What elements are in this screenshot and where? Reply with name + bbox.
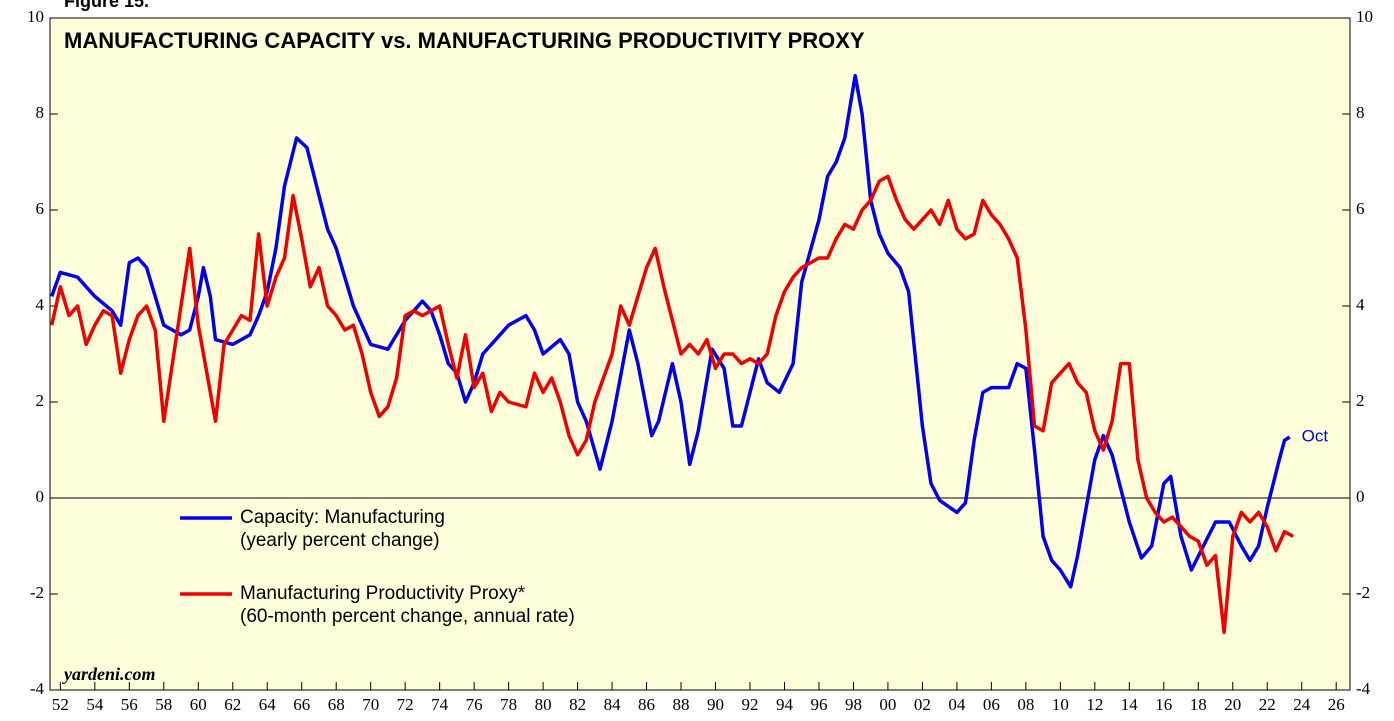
y-tick-label: -4 [30,679,45,698]
x-tick-label: 04 [948,695,966,714]
x-tick-label: 62 [224,695,241,714]
y-tick-label: 0 [36,487,45,506]
y-tick-label: 10 [27,7,44,26]
x-tick-label: 12 [1086,695,1103,714]
legend-description: (60-month percent change, annual rate) [240,606,575,627]
series-line [49,174,1294,635]
chart-title: MANUFACTURING CAPACITY vs. MANUFACTURING… [64,28,865,53]
x-tick-label: 60 [190,695,207,714]
y-tick-label: 8 [36,103,45,122]
x-tick-label: 18 [1190,695,1207,714]
x-tick-label: 08 [1017,695,1034,714]
x-tick-label: 78 [500,695,517,714]
x-tick-label: 20 [1224,695,1241,714]
x-tick-label: 70 [362,695,379,714]
x-tick-label: 80 [535,695,552,714]
y2-tick-label: 6 [1356,199,1365,218]
y-tick-label: -2 [30,583,44,602]
x-tick-label: 10 [1052,695,1069,714]
x-tick-label: 98 [845,695,862,714]
legend-label: Capacity: Manufacturing [240,507,445,528]
x-tick-label: 76 [466,695,483,714]
x-tick-label: 96 [810,695,827,714]
y-tick-label: 6 [36,199,45,218]
source: yardeni.com [62,664,156,684]
y2-tick-label: 2 [1356,391,1365,410]
x-tick-label: 54 [86,695,104,714]
x-tick-label: 82 [569,695,586,714]
x-tick-label: 16 [1155,695,1172,714]
x-tick-label: 56 [121,695,138,714]
x-tick-label: 52 [52,695,69,714]
x-tick-label: 84 [604,695,622,714]
x-tick-label: 06 [983,695,1000,714]
y2-tick-label: 4 [1356,295,1365,314]
y2-tick-label: 8 [1356,103,1365,122]
y2-tick-label: 10 [1356,7,1373,26]
x-tick-label: 02 [914,695,931,714]
x-tick-label: 88 [673,695,690,714]
y-tick-label: 4 [36,295,45,314]
x-tick-label: 90 [707,695,724,714]
y-tick-label: 2 [36,391,45,410]
legend-label: Manufacturing Productivity Proxy* [240,583,526,604]
figure-label: Figure 15. [64,0,149,11]
x-tick-label: 24 [1293,695,1311,714]
y2-tick-label: 0 [1356,487,1365,506]
x-tick-label: 00 [879,695,896,714]
y2-tick-label: -2 [1356,583,1370,602]
x-tick-label: 64 [259,695,277,714]
x-tick-label: 86 [638,695,655,714]
x-tick-label: 74 [431,695,449,714]
y2-tick-label: -4 [1356,679,1371,698]
x-tick-label: 68 [328,695,345,714]
legend-description: (yearly percent change) [240,530,440,551]
x-tick-label: 92 [742,695,759,714]
series-line [50,73,1291,589]
x-tick-label: 72 [397,695,414,714]
x-tick-label: 58 [155,695,172,714]
annotation: Oct [1302,427,1329,446]
x-tick-label: 94 [776,695,794,714]
x-tick-label: 66 [293,695,310,714]
x-tick-label: 14 [1121,695,1139,714]
x-tick-label: 26 [1328,695,1345,714]
x-tick-label: 22 [1259,695,1276,714]
